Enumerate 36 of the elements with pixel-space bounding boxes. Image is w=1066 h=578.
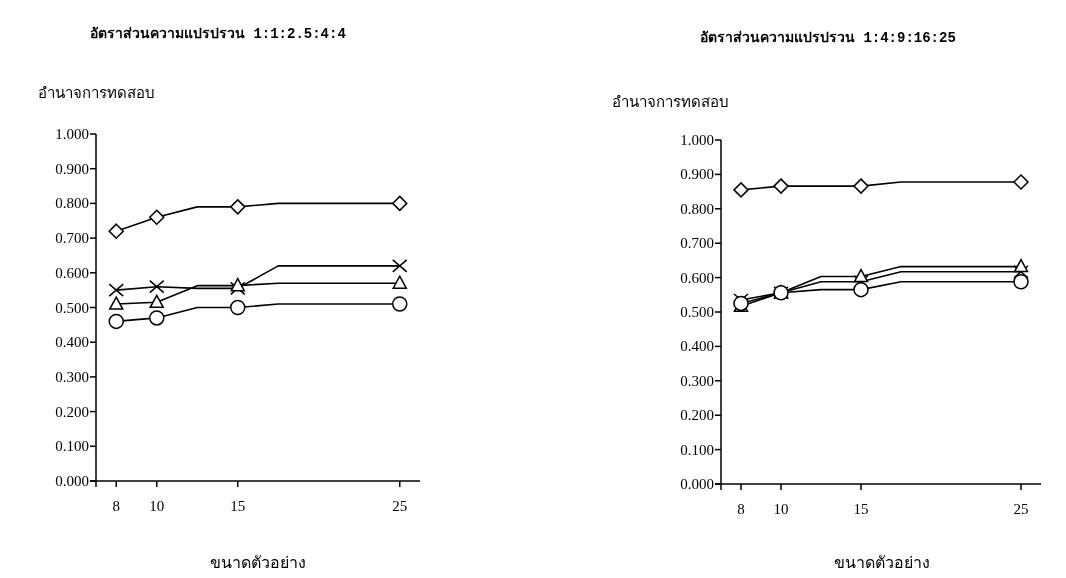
y-tick-label: 0.400 [55,334,89,351]
x-axis-title: ขนาดตัวอย่าง [834,554,930,571]
y-tick-label: 0.500 [55,299,89,316]
y-tick-label: 0.200 [55,403,89,420]
x-tick-label: 15 [853,501,869,517]
y-tick-label: 1.000 [680,132,714,148]
x-tick-label: 15 [230,498,246,514]
x-tick-label: 8 [737,501,745,517]
y-tick-label: 0.000 [680,476,714,492]
x-tick-label: 10 [773,501,789,517]
y-tick-label: 0.600 [55,264,89,281]
y-tick-label: 0.600 [680,269,714,286]
y-tick-label: 0.300 [55,368,89,385]
y-tick-label: 0.100 [680,441,714,458]
y-tick-label: 0.200 [680,407,714,424]
y-axis-title: อำนาจการทดสอบ [38,85,155,101]
x-tick-label: 25 [392,498,408,514]
y-tick-label: 0.900 [55,160,89,177]
x-tick-label: 25 [1013,501,1029,517]
chart-title: อัตราส่วนความแปรปรวน 1:1:2.5:4:4 [90,26,346,42]
y-tick-label: 0.900 [680,166,714,183]
x-tick-label: 10 [149,498,165,514]
y-tick-label: 0.700 [55,230,89,247]
y-tick-label: 0.100 [55,438,89,455]
y-tick-label: 0.400 [680,338,714,355]
y-tick-label: 0.700 [680,235,714,252]
y-tick-label: 0.500 [680,304,714,320]
y-tick-label: 0.800 [55,195,89,212]
y-tick-label: 0.000 [55,473,89,489]
y-tick-label: 1.000 [55,126,89,142]
x-tick-label: 8 [112,498,120,514]
chart-title: อัตราส่วนความแปรปรวน 1:4:9:16:25 [700,30,956,46]
x-axis-title: ขนาดตัวอย่าง [210,554,306,571]
y-tick-label: 0.300 [680,372,714,389]
y-axis-title: อำนาจการทดสอบ [612,94,729,110]
y-tick-label: 0.800 [680,200,714,217]
